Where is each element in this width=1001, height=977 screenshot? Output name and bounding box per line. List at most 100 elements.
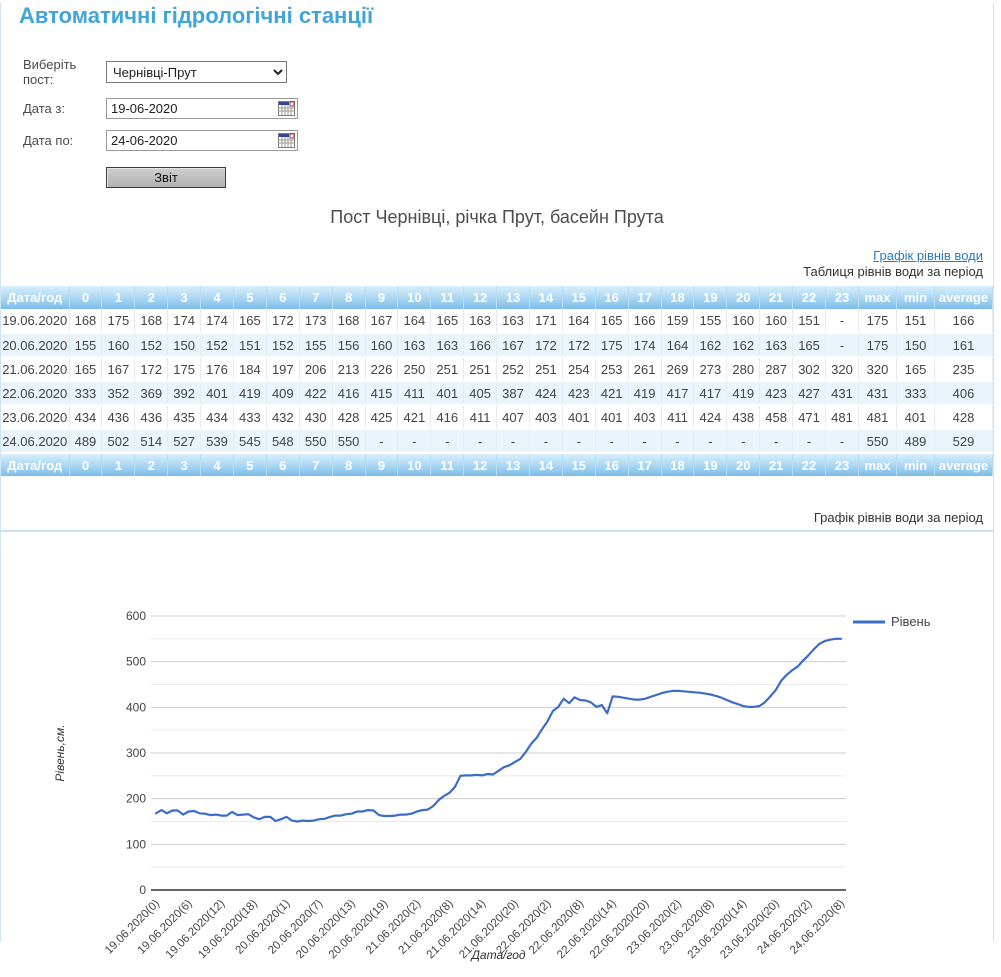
value-cell: 172 [266,309,299,333]
value-cell: 172 [529,333,562,357]
column-header: average [935,453,993,476]
value-cell: 197 [266,357,299,381]
value-cell: 471 [793,405,826,429]
column-header: 10 [398,286,431,309]
value-cell: 160 [102,333,135,357]
date-to-label: Дата по: [23,133,106,148]
value-cell: 165 [595,309,628,333]
value-cell: 481 [825,405,858,429]
value-cell: 175 [168,357,201,381]
report-button[interactable]: Звіт [106,167,226,188]
x-tick-label: 22.06.2020(14) [555,898,619,962]
column-header: max [859,453,897,476]
value-cell: 152 [135,333,168,357]
post-select[interactable]: Чернівці-Прут [106,61,287,83]
column-header: 15 [562,453,595,476]
value-cell: 172 [135,357,168,381]
value-cell: 165 [897,357,935,381]
value-cell: 164 [661,333,694,357]
value-cell: 417 [694,381,727,405]
column-header: 4 [201,453,234,476]
value-cell: 235 [935,357,993,381]
column-header: 3 [168,286,201,309]
y-tick-label: 500 [126,655,146,669]
column-header: 21 [760,453,793,476]
column-header: 1 [102,286,135,309]
value-cell: 419 [628,381,661,405]
value-cell: 168 [69,309,102,333]
date-to-input[interactable] [107,132,276,149]
date-from-box [106,98,298,119]
value-cell: 415 [365,381,398,405]
value-cell: 302 [793,357,826,381]
date-from-calendar-button[interactable] [276,99,297,118]
value-cell: 213 [332,357,365,381]
value-cell: 550 [332,429,365,453]
value-cell: 226 [365,357,398,381]
value-cell: 421 [595,381,628,405]
value-cell: - [760,429,793,453]
table-row: 22.06.2020333352369392401419409422416415… [1,381,993,405]
value-cell: 438 [727,405,760,429]
y-tick-label: 400 [126,700,146,714]
value-cell: 163 [398,333,431,357]
value-cell: 175 [859,333,897,357]
value-cell: 421 [398,405,431,429]
value-cell: 320 [859,357,897,381]
x-tick-label: 19.06.2020(12) [164,898,228,962]
value-cell: 151 [233,333,266,357]
date-cell: 20.06.2020 [1,333,69,357]
value-cell: 253 [595,357,628,381]
value-cell: - [694,429,727,453]
column-header: 20 [727,453,760,476]
water-levels-chart-link[interactable]: Графік рівнів води [873,248,983,263]
page-title: Автоматичні гідрологічні станції [19,3,993,29]
page: Автоматичні гідрологічні станції Виберіт… [0,3,994,942]
value-cell: - [628,429,661,453]
column-header: 14 [529,453,562,476]
value-cell: - [562,429,595,453]
column-header: 12 [464,286,497,309]
value-cell: - [497,429,530,453]
column-header: max [859,286,897,309]
value-cell: 431 [825,381,858,405]
value-cell: 550 [299,429,332,453]
x-tick-label: 22.06.2020(20) [588,898,652,962]
column-header: 9 [365,286,398,309]
y-tick-label: 300 [126,746,146,760]
value-cell: - [793,429,826,453]
column-header: 9 [365,453,398,476]
value-cell: 416 [332,381,365,405]
column-header: 3 [168,453,201,476]
value-cell: 287 [760,357,793,381]
value-cell: - [365,429,398,453]
value-cell: 175 [102,309,135,333]
column-header: 20 [727,286,760,309]
value-cell: 166 [628,309,661,333]
column-header: 17 [628,453,661,476]
value-cell: 320 [825,357,858,381]
date-from-input[interactable] [107,100,276,117]
column-header: 4 [201,286,234,309]
date-to-calendar-button[interactable] [276,131,297,150]
column-header: 16 [595,453,628,476]
column-header: 22 [793,286,826,309]
value-cell: 409 [266,381,299,405]
column-header: 8 [332,453,365,476]
column-header: 21 [760,286,793,309]
value-cell: 155 [694,309,727,333]
value-cell: 432 [266,405,299,429]
value-cell: 280 [727,357,760,381]
x-tick-label: 23.06.2020(20) [718,898,782,962]
value-cell: 251 [431,357,464,381]
value-cell: 529 [935,429,993,453]
value-cell: 401 [562,405,595,429]
report-heading: Пост Чернівці, річка Прут, басейн Прута [1,207,993,228]
column-header: 0 [69,453,102,476]
value-cell: 333 [69,381,102,405]
date-cell: 21.06.2020 [1,357,69,381]
value-cell: 161 [935,333,993,357]
value-cell: 411 [661,405,694,429]
date-cell: 22.06.2020 [1,381,69,405]
value-cell: 430 [299,405,332,429]
